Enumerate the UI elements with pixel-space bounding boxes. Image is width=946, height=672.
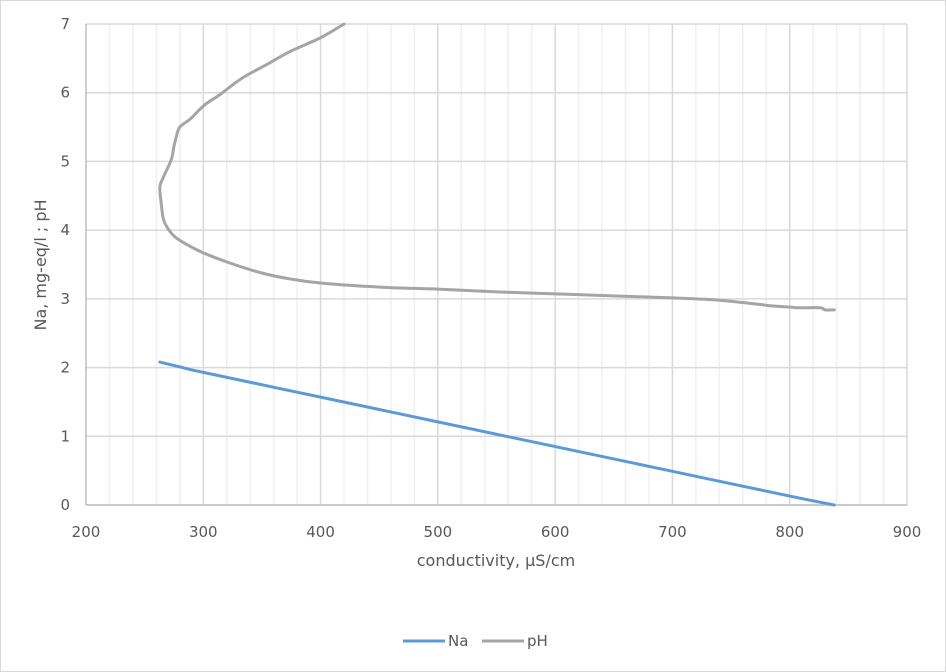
plot-series	[158, 22, 836, 507]
legend-item-ph[interactable]: pH	[482, 632, 548, 650]
x-tick-label: 500	[424, 523, 453, 541]
y-tick-label: 5	[60, 152, 70, 170]
series-line-na	[158, 360, 836, 507]
y-tick-label: 6	[60, 84, 70, 102]
y-tick-label: 7	[60, 15, 70, 33]
y-tick-label: 0	[60, 496, 70, 514]
y-tick-label: 2	[60, 359, 70, 377]
y-axis-ticks: 0 1 2 3 4 5 6 7	[60, 15, 70, 514]
minor-gridlines	[108, 24, 885, 505]
x-axis-ticks: 200 300 400 500 600 700 800 900	[72, 523, 922, 541]
series-line-ph	[158, 22, 836, 312]
y-axis-title: Na, mg-eq/l ; pH	[31, 199, 50, 330]
legend: Na pH	[403, 632, 548, 650]
x-tick-label: 600	[541, 523, 570, 541]
x-axis-title: conductivity, µS/cm	[417, 551, 575, 570]
x-tick-label: 800	[775, 523, 804, 541]
x-tick-label: 900	[893, 523, 922, 541]
x-tick-label: 700	[658, 523, 687, 541]
y-tick-label: 1	[60, 427, 70, 445]
x-tick-label: 400	[306, 523, 335, 541]
legend-label-ph: pH	[527, 632, 548, 650]
y-tick-label: 4	[60, 221, 70, 239]
x-tick-label: 300	[189, 523, 218, 541]
legend-label-na: Na	[448, 632, 468, 650]
legend-item-na[interactable]: Na	[403, 632, 468, 650]
major-gridlines	[85, 23, 908, 506]
x-tick-label: 200	[72, 523, 101, 541]
y-tick-label: 3	[60, 290, 70, 308]
